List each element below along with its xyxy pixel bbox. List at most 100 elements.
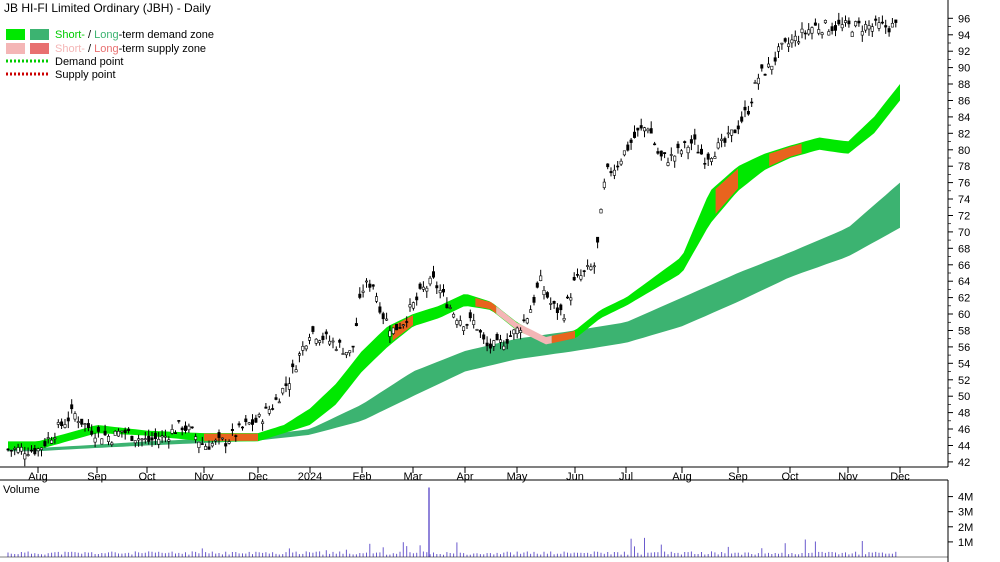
x-tick-label: Oct [781, 471, 798, 483]
candle-body [281, 388, 285, 394]
y-tick-label: 46 [958, 424, 970, 436]
x-tick-label: Nov [838, 471, 858, 483]
candle-body [277, 401, 281, 404]
candle-body [344, 351, 348, 356]
candle-body [847, 20, 851, 25]
candle-body [117, 430, 121, 437]
candle-body [864, 24, 868, 31]
legend-supply-long: Long [94, 43, 118, 55]
candle-body [153, 432, 157, 440]
y-tick-label: 58 [958, 326, 970, 338]
y-tick-label: 60 [958, 309, 970, 321]
candle-body [776, 46, 780, 52]
candle-body [602, 181, 606, 188]
volume-label: Volume [3, 484, 40, 496]
candle-body [86, 423, 90, 428]
candle-body [167, 439, 171, 442]
candle-body [810, 27, 814, 34]
candle-body [639, 125, 643, 129]
candle-body [646, 128, 650, 132]
y-tick-label: 54 [958, 358, 970, 370]
candle-body [150, 437, 154, 441]
candle-body [254, 417, 258, 423]
candle-body [773, 57, 777, 62]
candle-body [204, 446, 208, 450]
candle-body [683, 141, 687, 144]
legend-demand-zone: Short- / Long-term demand zone [55, 29, 214, 41]
candle-body [780, 42, 784, 45]
supply-segment-3 [496, 306, 552, 345]
candle-body [857, 20, 861, 24]
volume-y-axis-ticks: 4M 3M 2M 1M [948, 492, 973, 549]
candle-body [642, 127, 646, 132]
legend-supply-zone: Short- / Long-term supply zone [55, 43, 206, 55]
candle-body [60, 421, 64, 426]
candle-body [46, 437, 50, 440]
candle-body [50, 439, 54, 444]
candle-body [569, 297, 573, 301]
chart-title: JB HI-FI Limited Ordinary (JBH) - Daily [4, 1, 211, 15]
candle-body [361, 290, 365, 293]
candle-body [579, 275, 583, 280]
y-tick-label: 62 [958, 293, 970, 305]
candle-body [787, 43, 791, 47]
candle-body [783, 38, 787, 42]
candle-body [127, 428, 131, 432]
candle-body [582, 270, 586, 273]
y-tick-label: 72 [958, 211, 970, 223]
candle-body [746, 111, 750, 115]
candle-body [163, 435, 167, 438]
candle-body [562, 317, 566, 321]
candle-body [36, 448, 40, 452]
candle-body [760, 64, 764, 69]
candle-body [247, 422, 251, 425]
candle-body [16, 447, 20, 453]
candle-body [26, 454, 30, 456]
x-tick-label: Mar [404, 471, 423, 483]
candle-body [448, 307, 452, 309]
candle-body [408, 304, 412, 308]
candle-body [318, 340, 322, 343]
candle-body [304, 345, 308, 350]
candle-body [23, 453, 27, 460]
candle-body [237, 423, 241, 426]
volume-tick-label: 3M [958, 507, 973, 519]
candle-body [130, 435, 134, 441]
volume-tick-label: 1M [958, 537, 973, 549]
legend-demand-rest: -term demand zone [119, 29, 214, 41]
candle-body [823, 19, 827, 24]
candle-body [110, 442, 114, 445]
candle-body [519, 330, 523, 333]
supply-segment-6 [769, 143, 802, 167]
candle-body [723, 138, 727, 143]
candle-body [348, 350, 352, 354]
candle-body [33, 447, 37, 455]
candle-body [693, 134, 697, 140]
y-tick-label: 88 [958, 79, 970, 91]
candle-body [227, 441, 231, 444]
candle-body [884, 25, 888, 28]
candle-body [676, 143, 680, 149]
candle-body [341, 353, 345, 355]
supply-segment-4 [551, 330, 575, 344]
candle-body [632, 131, 636, 138]
candle-body [874, 18, 878, 21]
candle-body [495, 333, 499, 341]
candle-body [103, 430, 107, 436]
candle-body [733, 129, 737, 134]
candle-body [96, 426, 100, 432]
candle-body [653, 143, 657, 146]
candle-body [43, 441, 47, 447]
y-tick-label: 64 [958, 276, 970, 288]
x-tick-label: Jun [566, 471, 584, 483]
candle-body [160, 435, 164, 438]
candle-body [73, 413, 77, 420]
candle-body [870, 26, 874, 32]
candle-body [840, 24, 844, 29]
candle-body [123, 429, 127, 434]
y-tick-label: 70 [958, 227, 970, 239]
candle-body [284, 383, 288, 387]
candle-body [565, 296, 569, 299]
candle-body [730, 129, 734, 136]
candle-body [830, 26, 834, 32]
